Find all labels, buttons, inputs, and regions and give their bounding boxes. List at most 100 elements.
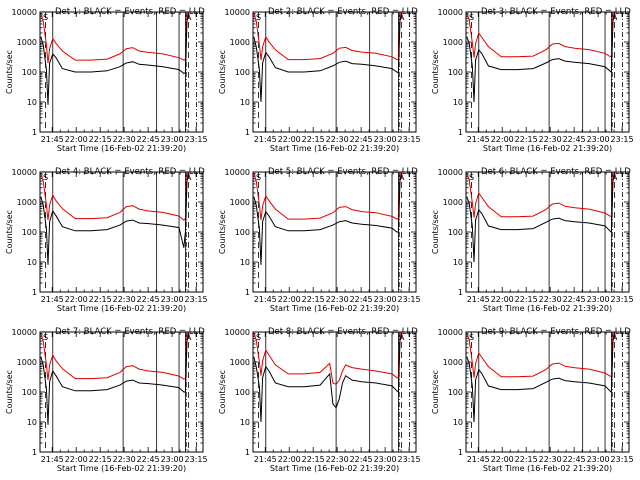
y-tick-label: 1000 — [17, 38, 37, 47]
y-tick-label: 10000 — [438, 328, 463, 337]
panel-title: Det 9: BLACK = Events, RED = LLD — [481, 327, 631, 337]
panel-det-5: Det 5: BLACK = Events, RED = LLD 1 10 100 10… — [218, 167, 421, 313]
x-tick-label: 23:15 — [611, 455, 634, 464]
y-axis-label: Counts/sec — [431, 50, 440, 94]
series-lld-line — [40, 331, 190, 381]
x-axis-label: Start Time (16-Feb-02 21:39:20) — [483, 304, 612, 313]
x-tick-label: 22:00 — [278, 135, 301, 144]
series-events-line — [40, 334, 190, 425]
y-tick-label: 10 — [453, 418, 463, 427]
marker-label: A — [399, 333, 405, 342]
x-tick-label: 22:30 — [113, 295, 136, 304]
marker-label: A — [612, 333, 618, 342]
marker-label: A — [399, 173, 405, 182]
marker-label: S — [256, 173, 261, 182]
x-tick-label: 23:15 — [398, 135, 421, 144]
x-tick-label: 23:00 — [161, 135, 184, 144]
panel-title: Det 3: BLACK = Events, RED = LLD — [481, 7, 631, 17]
x-tick-label: 22:15 — [89, 135, 112, 144]
marker-label: S — [256, 13, 261, 22]
series-lld-line — [40, 11, 190, 64]
x-tick-label: 21:45 — [41, 295, 64, 304]
x-tick-label: 22:45 — [137, 455, 160, 464]
x-tick-label: 22:00 — [65, 295, 88, 304]
x-tick-label: 22:45 — [350, 455, 373, 464]
series-lld-line — [466, 11, 616, 58]
marker-label: A — [186, 13, 192, 22]
y-tick-label: 1000 — [230, 198, 250, 207]
x-tick-label: 22:45 — [350, 295, 373, 304]
x-tick-label: 23:00 — [374, 135, 397, 144]
x-tick-label: 22:45 — [350, 135, 373, 144]
x-tick-label: 23:00 — [161, 455, 184, 464]
y-tick-label: 1 — [32, 288, 37, 297]
x-tick-label: 22:15 — [515, 135, 538, 144]
panel-det-9: Det 9: BLACK = Events, RED = LLD 1 10 100 10… — [431, 327, 634, 473]
x-tick-label: 21:45 — [254, 135, 277, 144]
y-axis-label: Counts/sec — [218, 50, 227, 94]
x-tick-label: 22:15 — [302, 455, 325, 464]
marker-label: A — [612, 173, 618, 182]
y-tick-label: 100 — [22, 388, 37, 397]
x-tick-label: 22:30 — [113, 135, 136, 144]
x-axis-label: Start Time (16-Feb-02 21:39:20) — [57, 464, 186, 473]
marker-label: S — [469, 173, 474, 182]
marker-label: S — [43, 333, 48, 342]
y-axis-label: Counts/sec — [431, 370, 440, 414]
x-tick-label: 22:30 — [539, 295, 562, 304]
y-tick-label: 10000 — [438, 168, 463, 177]
panel-title: Det 7: BLACK = Events, RED = LLD — [55, 327, 205, 337]
y-tick-label: 1 — [458, 128, 463, 137]
y-tick-label: 1000 — [230, 358, 250, 367]
y-axis-label: Counts/sec — [5, 210, 14, 254]
y-tick-label: 1000 — [443, 198, 463, 207]
y-tick-label: 100 — [235, 68, 250, 77]
plot-frame — [252, 331, 417, 453]
x-tick-label: 22:30 — [539, 135, 562, 144]
x-tick-label: 21:45 — [41, 135, 64, 144]
panel-det-3: Det 3: BLACK = Events, RED = LLD 1 10 100 10… — [431, 7, 634, 153]
y-tick-label: 1000 — [17, 198, 37, 207]
plot-frame — [39, 171, 204, 293]
y-axis-label: Counts/sec — [5, 370, 14, 414]
x-tick-label: 22:00 — [278, 455, 301, 464]
y-tick-label: 100 — [22, 228, 37, 237]
y-tick-label: 10000 — [12, 328, 37, 337]
y-tick-label: 100 — [235, 388, 250, 397]
y-tick-label: 1 — [458, 288, 463, 297]
x-tick-label: 22:30 — [326, 295, 349, 304]
x-tick-label: 22:30 — [539, 455, 562, 464]
y-tick-label: 1000 — [443, 38, 463, 47]
marker-label: S — [43, 173, 48, 182]
series-events-line — [466, 174, 616, 263]
x-axis-label: Start Time (16-Feb-02 21:39:20) — [270, 464, 399, 473]
y-tick-label: 10 — [27, 98, 37, 107]
y-tick-label: 10000 — [225, 8, 250, 17]
y-tick-label: 100 — [448, 388, 463, 397]
series-lld-line — [466, 171, 616, 218]
x-tick-label: 21:45 — [254, 455, 277, 464]
series-events-line — [466, 334, 616, 423]
x-axis-label: Start Time (16-Feb-02 21:39:20) — [483, 144, 612, 153]
y-tick-label: 100 — [448, 228, 463, 237]
series-events-line — [40, 174, 190, 265]
panel-title: Det 5: BLACK = Events, RED = LLD — [268, 167, 418, 177]
y-tick-label: 1 — [245, 448, 250, 457]
y-axis-label: Counts/sec — [218, 370, 227, 414]
y-tick-label: 100 — [448, 68, 463, 77]
x-axis-label: Start Time (16-Feb-02 21:39:20) — [57, 304, 186, 313]
x-tick-label: 22:00 — [278, 295, 301, 304]
x-tick-label: 23:00 — [374, 455, 397, 464]
marker-label: A — [186, 333, 192, 342]
series-lld-line — [253, 11, 403, 61]
x-tick-label: 22:15 — [515, 295, 538, 304]
x-tick-label: 22:45 — [563, 295, 586, 304]
x-tick-label: 23:15 — [398, 455, 421, 464]
x-tick-label: 23:00 — [587, 295, 610, 304]
x-tick-label: 23:00 — [587, 455, 610, 464]
y-tick-label: 1 — [245, 288, 250, 297]
y-tick-label: 10000 — [438, 8, 463, 17]
panel-title: Det 6: BLACK = Events, RED = LLD — [481, 167, 631, 177]
y-tick-label: 1 — [32, 128, 37, 137]
y-tick-label: 10 — [240, 98, 250, 107]
